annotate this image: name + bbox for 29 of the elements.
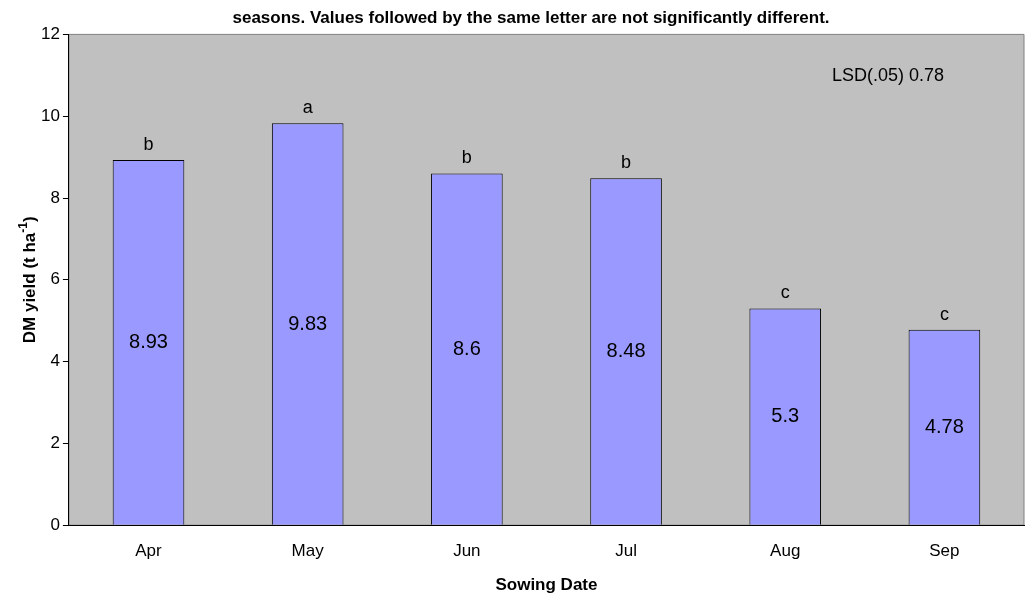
- annotation: a: [302, 97, 314, 118]
- data-label: 8.6: [452, 336, 481, 359]
- y-tick-label: 0: [50, 514, 60, 534]
- x-tick-label: Sep: [929, 541, 960, 561]
- data-label: 8.48: [606, 339, 646, 362]
- x-tick-label: May: [291, 541, 325, 561]
- y-tick-label: 2: [50, 433, 60, 453]
- annotation: b: [461, 147, 472, 168]
- data-label: 9.83: [288, 311, 328, 334]
- data-label: 8.93: [129, 330, 168, 353]
- annotation: c: [780, 282, 790, 303]
- x-tick-label: Jul: [615, 541, 637, 561]
- annotation: b: [621, 152, 632, 173]
- y-tick-label: 4: [50, 351, 60, 371]
- y-tick-label: 10: [40, 105, 60, 125]
- annotation: LSD(.05) 0.78: [831, 65, 944, 86]
- y-tick-label: 6: [50, 269, 60, 289]
- data-label: 4.78: [924, 414, 964, 437]
- x-tick-label: Jun: [453, 541, 481, 561]
- y-axis-title: DM yield (t ha-1): [16, 216, 39, 344]
- x-axis-title: Sowing Date: [495, 575, 598, 595]
- chart-title: seasons. Values followed by the same letter are not significantly different.: [232, 7, 830, 27]
- y-tick-label: 8: [50, 187, 60, 207]
- y-tick-label: 12: [40, 24, 60, 44]
- data-label: 5.3: [771, 404, 800, 427]
- annotation: c: [939, 303, 949, 324]
- x-tick-label: Aug: [770, 541, 801, 561]
- x-tick-label: Apr: [135, 541, 163, 561]
- annotation: b: [143, 133, 154, 154]
